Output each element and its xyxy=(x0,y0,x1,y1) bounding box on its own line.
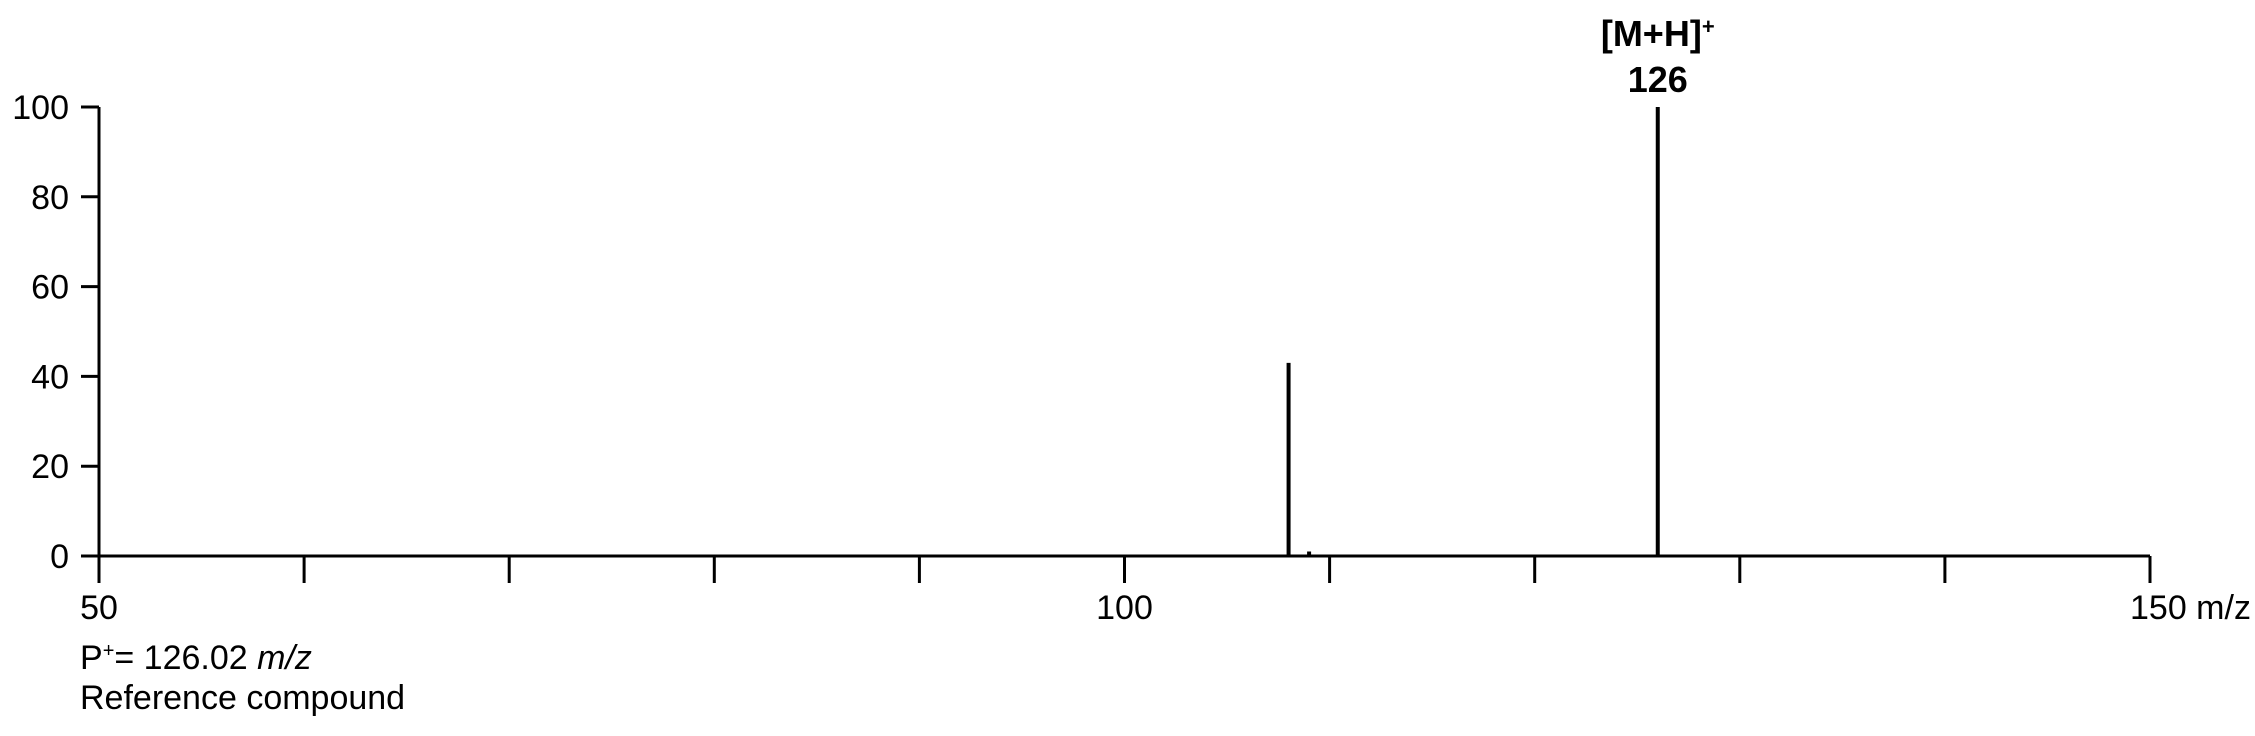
compound-type-caption: Reference compound xyxy=(80,679,406,717)
y-tick-label: 40 xyxy=(31,358,69,396)
caption: P+= 126.02 m/z Reference compound xyxy=(80,638,405,718)
precursor-charge: + xyxy=(102,640,115,662)
ticks: 0 20 40 60 80 100 50 100 150 m/z xyxy=(12,89,2251,627)
y-tick-label: 20 xyxy=(31,448,69,486)
x-tick-label: 150 m/z xyxy=(2130,589,2251,627)
x-tick-label: 100 xyxy=(1096,589,1153,627)
precursor-symbol: P xyxy=(80,639,103,677)
precursor-unit: m/z xyxy=(257,639,312,677)
precursor-mass-caption: P+= 126.02 m/z xyxy=(80,638,405,678)
axes xyxy=(97,107,2150,558)
y-tick-label: 100 xyxy=(12,89,69,127)
peak-annotation-mass: 126 xyxy=(1628,59,1688,100)
y-tick-label: 0 xyxy=(50,538,69,576)
precursor-value: = 126.02 xyxy=(114,639,258,677)
y-tick-label: 60 xyxy=(31,269,69,307)
x-tick-label: 50 xyxy=(80,589,118,627)
peak-annotation-ion: [M+H]+ xyxy=(1601,13,1715,54)
y-tick-label: 80 xyxy=(31,179,69,217)
peaks xyxy=(1286,107,1660,556)
peak-annotations: [M+H]+ 126 xyxy=(1601,13,1715,100)
